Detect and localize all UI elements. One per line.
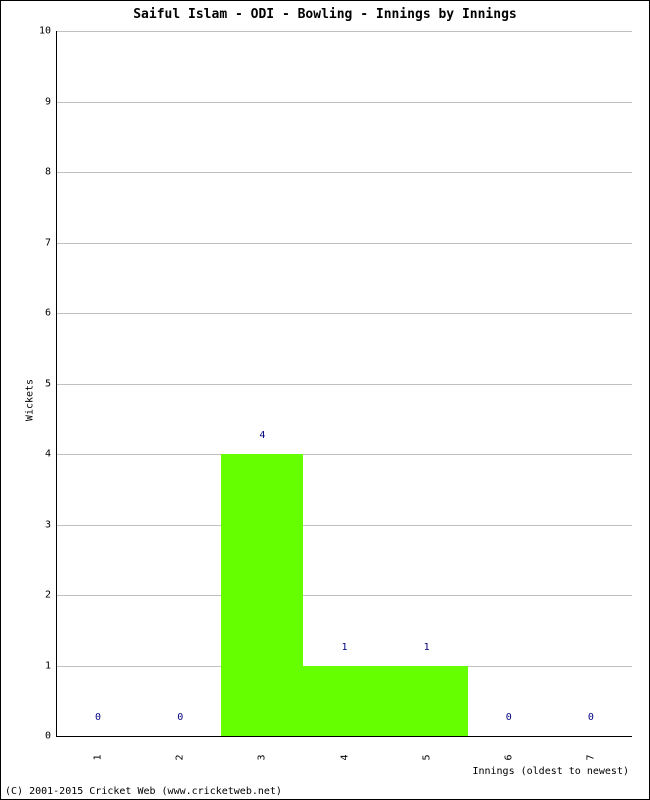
y-tick-label: 3 bbox=[45, 519, 57, 530]
bar-value-label: 0 bbox=[177, 712, 183, 723]
copyright-text: (C) 2001-2015 Cricket Web (www.cricketwe… bbox=[5, 786, 282, 797]
bar bbox=[303, 666, 385, 737]
x-tick-label: 6 bbox=[503, 754, 514, 760]
bar bbox=[386, 666, 468, 737]
y-tick-label: 1 bbox=[45, 660, 57, 671]
gridline bbox=[57, 384, 632, 385]
x-axis-label: Innings (oldest to newest) bbox=[472, 766, 629, 777]
y-tick-label: 2 bbox=[45, 590, 57, 601]
bar bbox=[221, 454, 303, 736]
gridline bbox=[57, 313, 632, 314]
gridline bbox=[57, 102, 632, 103]
bar-value-label: 0 bbox=[588, 712, 594, 723]
plot-area: 01234567891001024314150607 bbox=[56, 31, 632, 737]
x-tick-label: 5 bbox=[421, 754, 432, 760]
bar-value-label: 0 bbox=[95, 712, 101, 723]
y-tick-label: 10 bbox=[39, 26, 57, 37]
gridline bbox=[57, 243, 632, 244]
x-tick-label: 1 bbox=[93, 754, 104, 760]
bar-value-label: 4 bbox=[259, 430, 265, 441]
bar-value-label: 1 bbox=[424, 642, 430, 653]
x-tick-label: 3 bbox=[257, 754, 268, 760]
y-axis-label: Wickets bbox=[25, 379, 36, 421]
y-tick-label: 9 bbox=[45, 96, 57, 107]
bar-value-label: 1 bbox=[341, 642, 347, 653]
x-tick-label: 2 bbox=[175, 754, 186, 760]
gridline bbox=[57, 525, 632, 526]
y-tick-label: 6 bbox=[45, 308, 57, 319]
gridline bbox=[57, 454, 632, 455]
chart-title: Saiful Islam - ODI - Bowling - Innings b… bbox=[1, 7, 649, 22]
x-tick-label: 4 bbox=[339, 754, 350, 760]
y-tick-label: 5 bbox=[45, 378, 57, 389]
chart-container: Saiful Islam - ODI - Bowling - Innings b… bbox=[0, 0, 650, 800]
gridline bbox=[57, 31, 632, 32]
y-tick-label: 0 bbox=[45, 731, 57, 742]
x-tick-label: 7 bbox=[585, 754, 596, 760]
gridline bbox=[57, 172, 632, 173]
y-tick-label: 7 bbox=[45, 237, 57, 248]
y-tick-label: 4 bbox=[45, 449, 57, 460]
y-tick-label: 8 bbox=[45, 167, 57, 178]
bar-value-label: 0 bbox=[506, 712, 512, 723]
gridline bbox=[57, 595, 632, 596]
